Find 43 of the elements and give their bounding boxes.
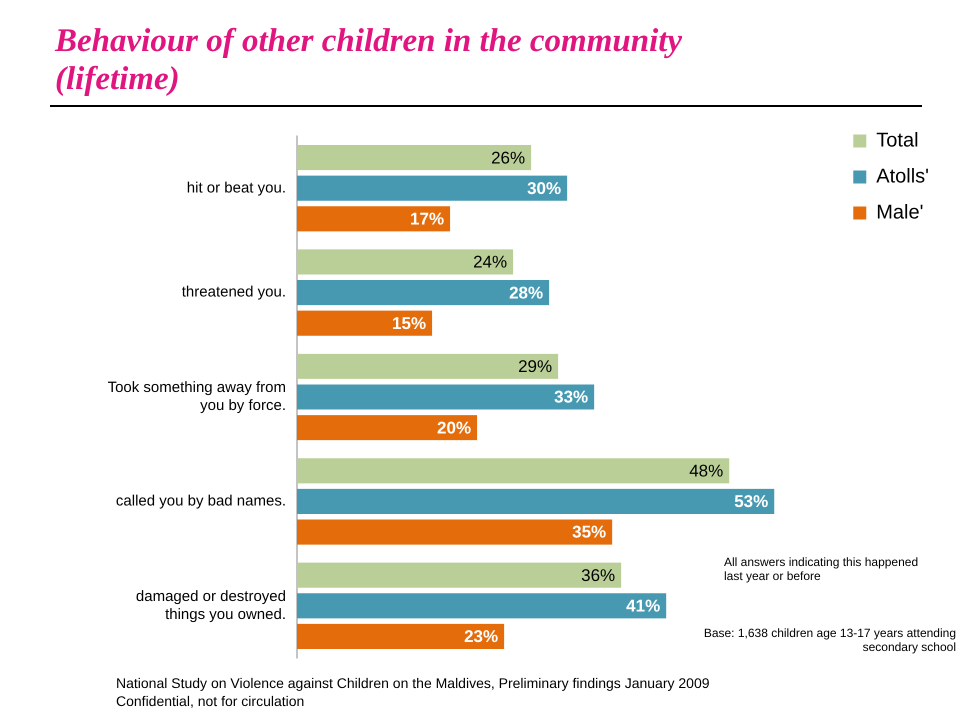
- bar: [297, 280, 550, 306]
- data-label: 30%: [527, 178, 562, 198]
- bar: [297, 206, 450, 232]
- text: National Study on Violence against Children on the Maldives, Preliminary findings January 2009: [116, 675, 710, 691]
- y-tick-label: damaged or destroyed things you owned.: [136, 588, 286, 623]
- bar: [297, 562, 622, 588]
- bar: [297, 384, 594, 410]
- data-label: 33%: [554, 388, 588, 407]
- data-label: 15%: [392, 314, 426, 333]
- y-tick-label: hit or beat you.: [186, 179, 286, 196]
- annotation: All answers indicating this happened last year or before: [724, 555, 920, 583]
- annotation: Base: 1,638 children age 13-17 years attending secondary school: [702, 626, 956, 654]
- bar: [297, 145, 532, 170]
- data-label: 28%: [509, 283, 544, 302]
- legend-label: Male': [876, 202, 924, 224]
- bar: [297, 458, 730, 484]
- chart-title: Behaviour of other children in the community (lifetime): [55, 22, 684, 98]
- y-tick-label: threatened you.: [182, 284, 286, 301]
- data-label: 20%: [437, 418, 472, 438]
- bar: [297, 354, 558, 379]
- data-label: 53%: [734, 492, 768, 512]
- bar: [297, 249, 514, 275]
- legend-label: Total: [876, 130, 919, 152]
- y-tick-label: called you by bad names.: [116, 492, 286, 510]
- bar: [297, 310, 432, 336]
- bar: [297, 176, 568, 201]
- data-label: 17%: [410, 210, 444, 229]
- y-tick-label: Took something away from you by force.: [108, 379, 286, 414]
- bar: [297, 519, 612, 545]
- data-label: 24%: [473, 252, 508, 272]
- bar: [297, 488, 774, 514]
- data-label: 36%: [581, 566, 616, 585]
- legend-label: Atolls': [876, 166, 930, 188]
- data-label: 48%: [689, 461, 724, 480]
- data-label: 41%: [626, 596, 660, 616]
- bar: [297, 624, 504, 649]
- bar: [297, 415, 478, 440]
- text: Confidential, not for circulation: [116, 693, 304, 709]
- data-label: 29%: [518, 357, 552, 376]
- bar: [297, 593, 666, 618]
- data-label: 26%: [491, 148, 526, 168]
- data-label: 23%: [464, 627, 498, 646]
- data-label: 35%: [572, 522, 606, 542]
